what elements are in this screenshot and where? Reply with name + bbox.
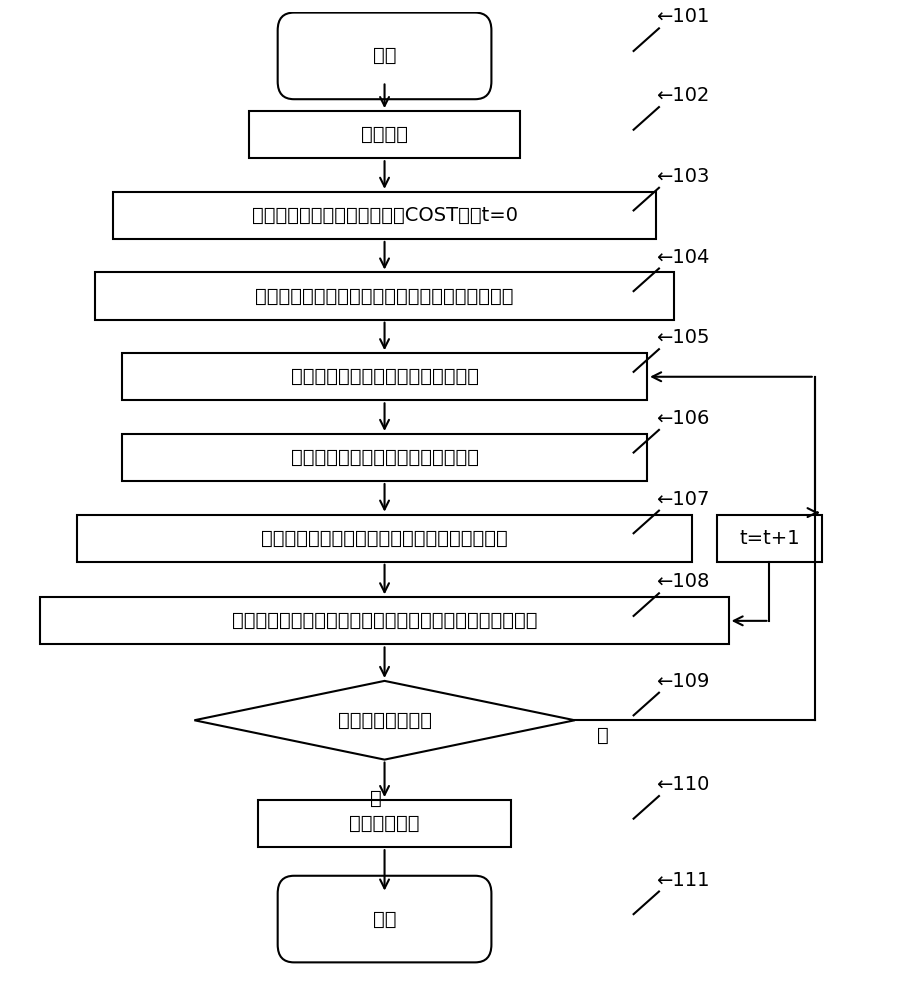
Polygon shape [195,681,575,760]
FancyBboxPatch shape [278,876,492,962]
Text: ←111: ←111 [656,871,710,890]
Text: ←110: ←110 [656,775,709,794]
Text: ←105: ←105 [656,328,710,347]
Text: 否: 否 [598,726,609,745]
Bar [249,111,520,158]
Text: 参数设定: 参数设定 [361,125,408,144]
Text: 对组织中没有进行个体培训的个体作用培训算子: 对组织中没有进行个体培训的个体作用培训算子 [261,529,508,548]
Text: 开始: 开始 [373,46,397,65]
Text: ←107: ←107 [656,490,709,509]
FancyBboxPatch shape [278,13,492,99]
Text: ←102: ←102 [656,86,709,105]
Bar [258,800,511,847]
Text: 对任意选择的两个组织作用吞并算子: 对任意选择的两个组织作用吞并算子 [291,448,479,467]
Text: 对每个个体用最优适应启发式序列进行编码和解码: 对每个个体用最优适应启发式序列进行编码和解码 [255,287,514,306]
Bar [95,272,675,320]
Text: t=t+1: t=t+1 [739,529,800,548]
Text: ←108: ←108 [656,572,709,591]
Text: 结束: 结束 [373,910,397,929]
Text: 用最优适应启发式进行编码和解码每个个体，找出最优个体: 用最优适应启发式进行编码和解码每个个体，找出最优个体 [232,611,537,630]
Bar [717,515,822,562]
Text: 是: 是 [369,789,381,808]
Text: ←104: ←104 [656,248,709,267]
Bar [77,515,693,562]
Text: 是否满足结束条件: 是否满足结束条件 [337,711,431,730]
Bar [122,434,647,481]
Bar [112,192,656,239]
Text: 初始化每个个体，更新最优値COST，令t=0: 初始化每个个体，更新最优値COST，令t=0 [251,206,517,225]
Text: ←101: ←101 [656,7,709,26]
Bar [40,597,728,644]
Text: ←103: ←103 [656,167,709,186]
Bar [122,353,647,400]
Text: ←109: ←109 [656,672,709,691]
Text: ←106: ←106 [656,409,709,428]
Text: 输出布图结果: 输出布图结果 [349,814,420,833]
Text: 对满足分裂条件的组织作用分裂算子: 对满足分裂条件的组织作用分裂算子 [291,367,479,386]
